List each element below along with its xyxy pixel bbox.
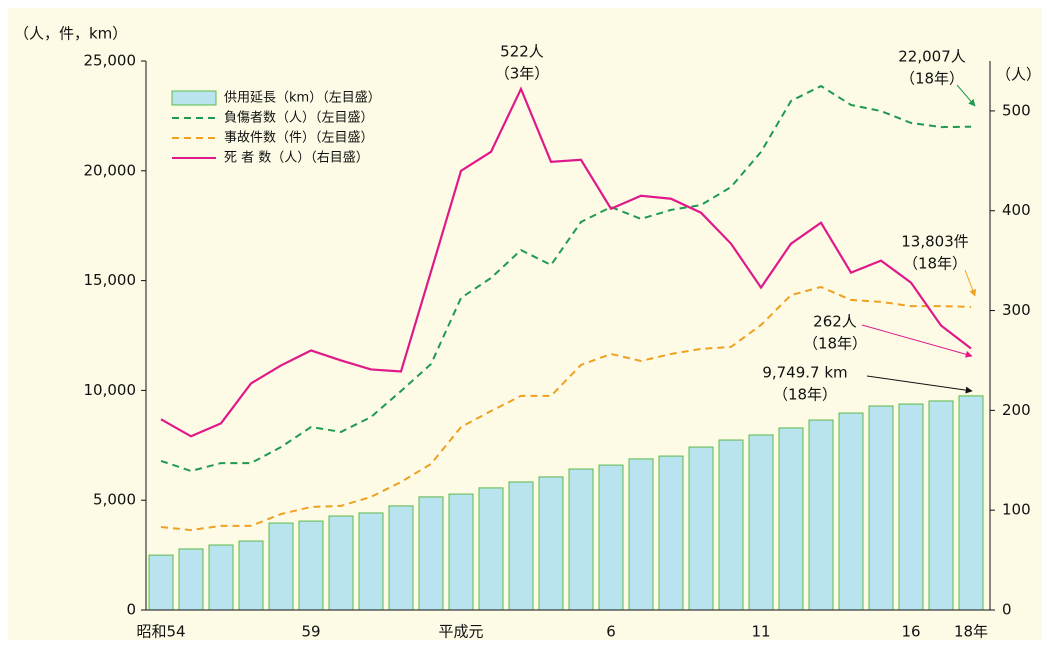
bar bbox=[808, 419, 834, 611]
value-label: 9,749.7 km bbox=[762, 364, 847, 382]
y-tick-label: 25,000 bbox=[84, 52, 137, 70]
value-label: 522人 bbox=[500, 43, 544, 61]
bar bbox=[208, 544, 234, 611]
bar bbox=[238, 540, 264, 611]
legend-label: 供用延長（km）（左目盛） bbox=[224, 91, 381, 106]
bar bbox=[958, 395, 984, 611]
annotation-arrow bbox=[861, 324, 973, 358]
bar bbox=[268, 522, 294, 611]
value-label: 262人 bbox=[813, 313, 857, 331]
y2-tick-label: 400 bbox=[1002, 201, 1031, 219]
y-tick-label: 0 bbox=[126, 601, 136, 619]
legend-label: 負傷者数（人）（左目盛） bbox=[224, 111, 374, 126]
y2-tick-label: 100 bbox=[1002, 501, 1031, 519]
bar bbox=[628, 458, 654, 611]
bar bbox=[868, 405, 894, 611]
bar bbox=[688, 446, 714, 611]
y2-tick-label: 0 bbox=[1002, 601, 1012, 619]
x-tick-label: 昭和54 bbox=[136, 623, 185, 641]
bar bbox=[358, 512, 384, 611]
bar bbox=[568, 468, 594, 611]
y2-tick-label: 500 bbox=[1002, 101, 1031, 119]
bar bbox=[598, 464, 624, 611]
y-tick-label: 5,000 bbox=[93, 491, 136, 509]
x-tick-label: 16 bbox=[901, 623, 920, 641]
bar bbox=[508, 481, 534, 611]
bar bbox=[748, 434, 774, 611]
legend-label: 事故件数（件）（左目盛） bbox=[224, 131, 374, 146]
y-tick-label: 15,000 bbox=[84, 271, 137, 289]
bar bbox=[718, 439, 744, 611]
legend-swatch bbox=[171, 90, 217, 106]
bar bbox=[328, 515, 354, 611]
x-tick-label: 6 bbox=[606, 623, 616, 641]
year-note: （18年） bbox=[773, 386, 837, 404]
value-label: 13,803件 bbox=[901, 233, 969, 251]
year-note: （18年） bbox=[900, 70, 964, 88]
x-tick-label: 平成元 bbox=[438, 623, 483, 641]
legend-label: 死 者 数（人）（右目盛） bbox=[224, 151, 369, 166]
bar bbox=[778, 427, 804, 611]
bar bbox=[298, 520, 324, 611]
bar bbox=[838, 412, 864, 611]
bar bbox=[148, 554, 174, 611]
bar bbox=[388, 505, 414, 611]
y-tick-label: 20,000 bbox=[84, 161, 137, 179]
bar bbox=[658, 455, 684, 611]
year-note: （3年） bbox=[495, 65, 550, 83]
y2-tick-label: 200 bbox=[1002, 401, 1031, 419]
y-axis-unit: （人，件，km） bbox=[14, 25, 127, 43]
bar bbox=[478, 487, 504, 611]
annotation-arrow bbox=[964, 269, 977, 297]
line-series bbox=[160, 285, 972, 532]
bar bbox=[448, 493, 474, 611]
bar bbox=[418, 496, 444, 611]
year-note: （18年） bbox=[903, 255, 967, 273]
bar bbox=[538, 476, 564, 611]
y2-tick-label: 300 bbox=[1002, 301, 1031, 319]
value-label: 22,007人 bbox=[898, 48, 966, 66]
bar bbox=[928, 400, 954, 611]
y-tick-label: 10,000 bbox=[84, 381, 137, 399]
line-series bbox=[160, 86, 972, 438]
annotation-arrow bbox=[956, 84, 976, 107]
annotation-arrow bbox=[866, 375, 973, 394]
x-tick-label: 59 bbox=[301, 623, 320, 641]
bar bbox=[898, 403, 924, 611]
year-note: （18年） bbox=[803, 335, 867, 353]
x-tick-label: 18年 bbox=[954, 623, 988, 641]
y2-axis-unit: （人） bbox=[996, 66, 1041, 84]
x-tick-label: 11 bbox=[751, 623, 770, 641]
bar bbox=[178, 548, 204, 611]
line-series bbox=[160, 84, 972, 473]
